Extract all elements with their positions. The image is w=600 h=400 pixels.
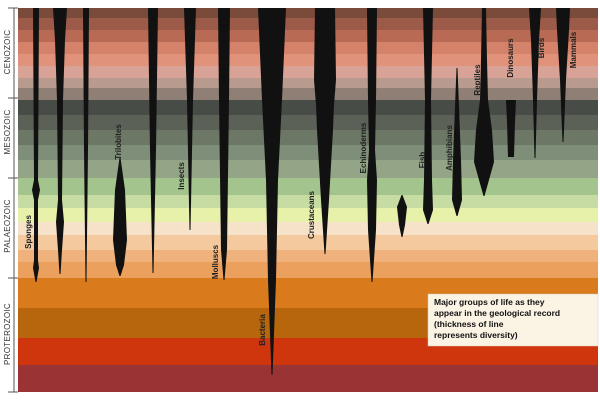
group-label: Reptiles	[473, 64, 482, 96]
spindle	[452, 68, 462, 216]
stratum	[18, 160, 598, 178]
spindle	[218, 8, 230, 280]
group-label: Mammals	[569, 31, 578, 68]
note-line: (thickness of line	[434, 319, 504, 329]
spindles	[32, 8, 570, 375]
stratum	[18, 250, 598, 262]
note-background	[427, 293, 599, 347]
spindle	[506, 100, 516, 157]
group-label: Birds	[537, 37, 546, 58]
spindle	[113, 158, 127, 276]
stratum	[18, 115, 598, 130]
era-label: PALAEOZOIC	[3, 199, 12, 253]
stratum	[18, 18, 598, 30]
stratum	[18, 145, 598, 160]
stratum	[18, 365, 598, 392]
group-labels: Sponges Trilobites Insects Molluscs Bact…	[24, 31, 578, 346]
group-label: Trilobites	[114, 124, 123, 160]
stratum	[18, 42, 598, 54]
stratum	[18, 262, 598, 278]
stratum	[18, 130, 598, 145]
note-line: represents diversity)	[434, 330, 518, 340]
stratum	[18, 66, 598, 78]
stratum	[18, 208, 598, 222]
spindle	[423, 8, 433, 224]
era-axis: CENOZOIC MESOZOIC PALAEOZOIC PROTEROZOIC	[3, 7, 18, 393]
note-line: appear in the geological record	[434, 308, 560, 318]
era-label: PROTEROZOIC	[3, 303, 12, 365]
note-box: Major groups of life as they appear in t…	[427, 293, 599, 347]
stratum	[18, 78, 598, 88]
spindle	[32, 8, 40, 282]
stratum	[18, 88, 598, 100]
stratum	[18, 235, 598, 250]
group-label: Sponges	[24, 215, 33, 249]
era-label: MESOZOIC	[3, 109, 12, 154]
spindle	[83, 8, 89, 282]
group-label: Dinosaurs	[506, 38, 515, 78]
spindle	[314, 8, 336, 254]
spindle	[474, 8, 494, 196]
spindle	[556, 8, 570, 142]
note-line: Major groups of life as they	[434, 297, 545, 307]
group-label: Insects	[177, 162, 186, 190]
era-label: CENOZOIC	[3, 30, 12, 75]
group-label: Echinoderms	[359, 122, 368, 173]
spindle	[397, 195, 407, 237]
spindle	[258, 8, 286, 375]
stratum	[18, 100, 598, 115]
group-label: Fish	[418, 152, 427, 169]
spindle	[367, 8, 377, 282]
group-label: Amphibians	[445, 125, 454, 171]
spindle	[53, 8, 67, 274]
spindle	[184, 8, 196, 230]
group-label: Bacteria	[258, 314, 267, 346]
group-label: Molluscs	[211, 244, 220, 279]
group-label: Crustaceans	[307, 190, 316, 239]
stratum	[18, 8, 598, 18]
spindle	[148, 8, 158, 273]
spindle	[529, 8, 541, 158]
stratum	[18, 222, 598, 235]
stratum	[18, 30, 598, 42]
stratum	[18, 54, 598, 66]
